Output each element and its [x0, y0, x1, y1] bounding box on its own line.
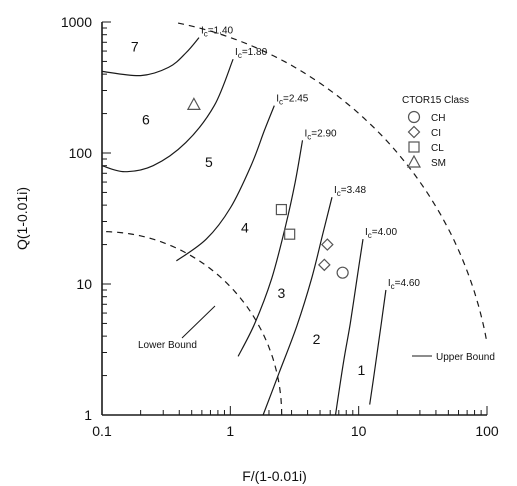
zone-label: 4 [241, 219, 249, 235]
ic-contour-line [334, 239, 364, 416]
x-tick-label: 10 [351, 423, 367, 439]
ic-contour-line [262, 197, 333, 416]
y-tick-label: 10 [76, 276, 92, 292]
ic-contour-label: Ic=1.80 [235, 47, 268, 60]
ic-contour-label: Ic=3.48 [334, 185, 367, 198]
legend-label: CL [431, 143, 444, 154]
y-tick-label: 1000 [61, 14, 92, 30]
ic-contour-line [101, 37, 200, 77]
legend-label: CI [431, 128, 441, 139]
ic-contour-label: Ic=1.40 [201, 26, 234, 39]
ic-contour-label: Ic=2.90 [304, 128, 337, 141]
ic-contour-label: Ic=2.45 [276, 94, 309, 107]
lower-bound-layer: Lower Bound [102, 231, 283, 416]
ic-contour-label: Ic=4.60 [388, 278, 421, 291]
data-point-ch [336, 266, 349, 279]
zone-label: 1 [357, 362, 365, 378]
legend-marker-ch [407, 110, 421, 124]
y-axis-title: Q(1-0.01i) [14, 187, 30, 250]
ic-contour-line [369, 289, 387, 405]
x-axis-title: F/(1-0.01i) [242, 468, 307, 484]
data-point-cl [275, 203, 288, 216]
legend-marker-ci [407, 125, 421, 139]
zone-label: 2 [313, 331, 321, 347]
zone-label: 5 [205, 154, 213, 170]
legend-marker-cl [408, 141, 420, 153]
plot-frame [101, 22, 487, 416]
y-tick-label: 1 [84, 407, 92, 423]
legend: CTOR15 Class CH CI CL SM [402, 95, 469, 169]
x-tick-label: 1 [226, 423, 234, 439]
ic-contour-line [101, 58, 234, 173]
zone-label: 6 [142, 112, 150, 128]
upper-bound-layer: Upper Bound [176, 22, 495, 363]
lower-bound-label: Lower Bound [138, 340, 197, 351]
ic-contour-label: Ic=4.00 [365, 227, 398, 240]
upper-bound-label: Upper Bound [436, 352, 495, 363]
data-point-cl [284, 228, 296, 240]
upper-bound-line [176, 22, 487, 339]
x-tick-label: 0.1 [92, 423, 112, 439]
data-point-ci [320, 238, 334, 251]
data-point-sm [186, 97, 201, 110]
legend-label: SM [431, 158, 446, 169]
ic-contour-line [237, 140, 304, 357]
zone-label: 3 [278, 285, 286, 301]
data-point-ci [317, 258, 331, 272]
legend-label: CH [431, 113, 445, 124]
lower-bound-leader [181, 305, 216, 339]
zone-labels-layer: 7 6 5 4 3 2 1 [131, 39, 366, 379]
lower-bound-line [102, 231, 283, 416]
ic-contour-line [176, 105, 275, 262]
y-tick-label: 100 [69, 145, 93, 161]
zone-label: 7 [131, 39, 139, 55]
legend-marker-sm [406, 154, 422, 168]
x-tick-label: 100 [475, 423, 499, 439]
data-markers-layer [186, 97, 349, 279]
legend-title: CTOR15 Class [402, 95, 469, 106]
